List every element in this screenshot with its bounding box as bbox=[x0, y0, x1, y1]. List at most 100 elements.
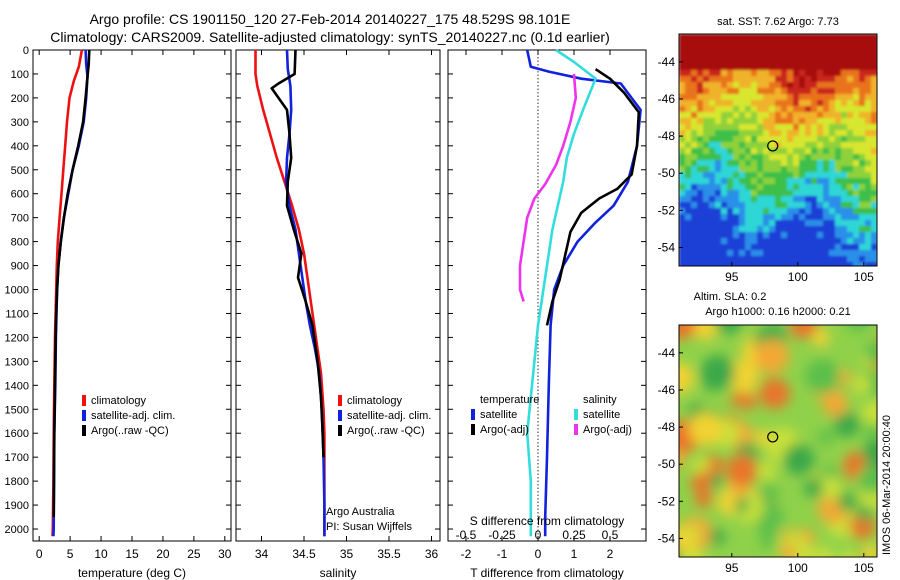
sst-cell bbox=[721, 40, 728, 47]
sst-cell bbox=[679, 190, 686, 197]
sst-cell bbox=[733, 136, 740, 143]
x-tick-label: 25 bbox=[187, 547, 201, 561]
sst-cell bbox=[799, 112, 806, 119]
sst-cell bbox=[679, 154, 686, 161]
sst-cell bbox=[727, 160, 734, 167]
sla-blob bbox=[780, 543, 798, 557]
sst-cell bbox=[685, 40, 692, 47]
sst-cell bbox=[793, 148, 800, 155]
sst-cell bbox=[751, 178, 758, 185]
sst-cell bbox=[769, 172, 776, 179]
sst-cell bbox=[865, 40, 872, 47]
sst-cell bbox=[751, 34, 758, 41]
sst-cell bbox=[703, 112, 710, 119]
sst-cell bbox=[781, 70, 788, 77]
sst-cell bbox=[757, 58, 764, 65]
sst-cell bbox=[793, 208, 800, 215]
sst-cell bbox=[691, 202, 698, 209]
sst-cell bbox=[697, 190, 704, 197]
sst-cell bbox=[871, 160, 877, 167]
sst-cell bbox=[739, 154, 746, 161]
sst-cell bbox=[757, 124, 764, 131]
sst-cell bbox=[871, 142, 877, 149]
sst-cell bbox=[817, 106, 824, 113]
sst-cell bbox=[817, 82, 824, 89]
sst-cell bbox=[769, 130, 776, 137]
difference-xlabel: T difference from climatology bbox=[470, 566, 624, 580]
sst-cell bbox=[865, 262, 872, 266]
sst-cell bbox=[697, 40, 704, 47]
sst-cell bbox=[817, 232, 824, 239]
sst-cell bbox=[847, 112, 854, 119]
sst-cell bbox=[847, 100, 854, 107]
sst-cell bbox=[793, 100, 800, 107]
sst-cell bbox=[751, 112, 758, 119]
sst-cell bbox=[823, 118, 830, 125]
sst-cell bbox=[793, 238, 800, 245]
sst-cell bbox=[865, 196, 872, 203]
sst-cell bbox=[745, 220, 752, 227]
sst-cell bbox=[793, 40, 800, 47]
sst-cell bbox=[787, 202, 794, 209]
sst-cell bbox=[823, 100, 830, 107]
sst-cell bbox=[703, 100, 710, 107]
sst-cell bbox=[739, 64, 746, 71]
sst-cell bbox=[835, 88, 842, 95]
sst-cell bbox=[829, 112, 836, 119]
sst-cell bbox=[751, 208, 758, 215]
sst-cell bbox=[811, 202, 818, 209]
sst-cell bbox=[823, 130, 830, 137]
sst-cell bbox=[841, 112, 848, 119]
sst-cell bbox=[733, 220, 740, 227]
sst-cell bbox=[859, 40, 866, 47]
sst-cell bbox=[721, 214, 728, 221]
sst-cell bbox=[763, 52, 770, 59]
sst-cell bbox=[763, 160, 770, 167]
sst-cell bbox=[835, 118, 842, 125]
sst-cell bbox=[859, 118, 866, 125]
top-tick-label: -0.25 bbox=[488, 528, 516, 542]
sst-cell bbox=[853, 118, 860, 125]
sst-cell bbox=[733, 238, 740, 245]
sla-blob bbox=[804, 359, 841, 395]
sst-cell bbox=[781, 88, 788, 95]
sla-blob bbox=[865, 340, 877, 365]
sst-cell bbox=[727, 250, 734, 257]
sst-cell bbox=[739, 190, 746, 197]
sst-cell bbox=[685, 118, 692, 125]
sst-cell bbox=[709, 58, 716, 65]
sst-cell bbox=[865, 112, 872, 119]
sst-cell bbox=[733, 112, 740, 119]
sst-cell bbox=[721, 244, 728, 251]
sst-cell bbox=[805, 58, 812, 65]
sst-cell bbox=[763, 190, 770, 197]
sst-cell bbox=[709, 196, 716, 203]
sst-cell bbox=[739, 142, 746, 149]
sst-cell bbox=[859, 232, 866, 239]
sst-cell bbox=[697, 58, 704, 65]
sst-cell bbox=[787, 190, 794, 197]
sst-cell bbox=[709, 172, 716, 179]
sst-cell bbox=[715, 232, 722, 239]
sst-cell bbox=[829, 136, 836, 143]
sst-cell bbox=[853, 166, 860, 173]
sst-cell bbox=[781, 220, 788, 227]
sst-cell bbox=[715, 94, 722, 101]
sst-cell bbox=[757, 232, 764, 239]
sst-cell bbox=[727, 154, 734, 161]
sst-cell bbox=[823, 184, 830, 191]
sst-cell bbox=[697, 196, 704, 203]
sst-cell bbox=[865, 130, 872, 137]
sst-cell bbox=[871, 52, 877, 59]
sst-cell bbox=[823, 136, 830, 143]
sst-cell bbox=[793, 106, 800, 113]
sst-cell bbox=[871, 124, 877, 131]
sst-cell bbox=[703, 82, 710, 89]
x-tick-label: 34 bbox=[255, 547, 269, 561]
sst-cell bbox=[775, 106, 782, 113]
sst-cell bbox=[691, 148, 698, 155]
sst-cell bbox=[715, 226, 722, 233]
sst-cell bbox=[721, 196, 728, 203]
sst-cell bbox=[745, 214, 752, 221]
sst-cell bbox=[859, 190, 866, 197]
